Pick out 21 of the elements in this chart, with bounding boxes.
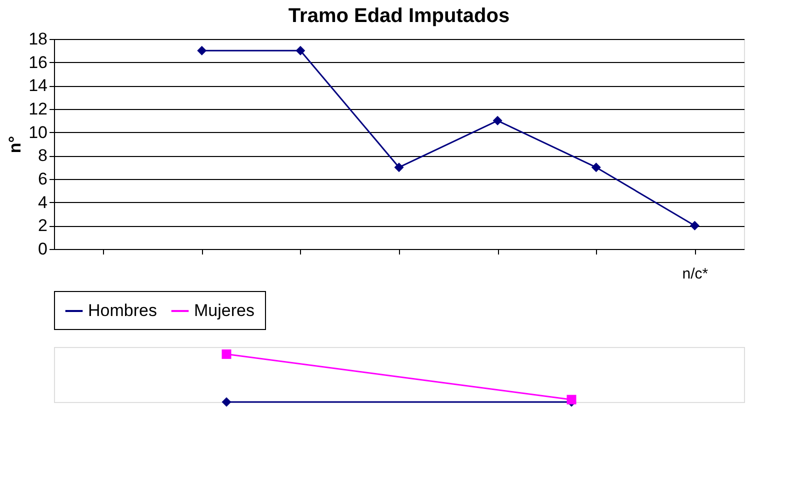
y-tick-label: 8 xyxy=(38,146,48,166)
y-tick-label: 4 xyxy=(38,192,48,212)
point xyxy=(690,220,700,230)
chart-title: Tramo Edad Imputados xyxy=(288,5,510,27)
y-axis-title: n° xyxy=(6,136,25,154)
point xyxy=(197,46,207,56)
y-tick-label: 2 xyxy=(38,216,48,236)
point xyxy=(492,116,502,126)
x-tick-label: n/c* xyxy=(682,266,708,282)
y-tick-label: 10 xyxy=(28,122,48,142)
y-tick-label: 14 xyxy=(28,76,48,96)
legend-label: Hombres xyxy=(88,301,157,320)
point xyxy=(591,162,601,172)
legend-label: Mujeres xyxy=(194,301,254,320)
y-tick-label: 0 xyxy=(38,240,48,258)
y-tick-label: 12 xyxy=(28,100,48,118)
point xyxy=(296,46,306,56)
y-tick-label: 18 xyxy=(28,30,48,48)
y-tick-label: 16 xyxy=(28,52,48,72)
point xyxy=(394,162,404,172)
y-tick-label: 6 xyxy=(38,170,48,188)
